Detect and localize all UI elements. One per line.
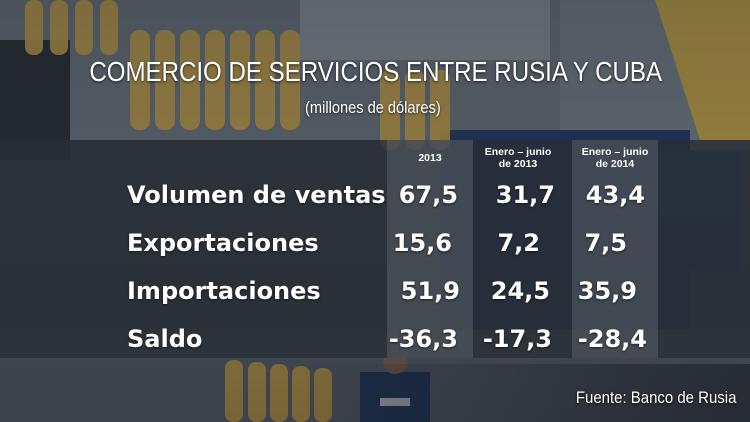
chart-subtitle: (millones de dólares) [305, 98, 441, 117]
chart-title: COMERCIO DE SERVICIOS ENTRE RUSIA Y CUBA [89, 56, 663, 87]
source-note: Fuente: Banco de Rusia [575, 388, 736, 407]
cell-saldo-2013: -36,3 [388, 325, 458, 353]
table-panel [0, 140, 750, 358]
row-label-importaciones: Importaciones [127, 277, 321, 305]
cell-saldo-jan-jun-2013: -17,3 [482, 325, 552, 353]
row-label-volumen-de-ventas: Volumen de ventas [127, 181, 386, 209]
column-header-2013: 2013 [418, 152, 442, 164]
column-header-jan-jun-2014: Enero – junio de 2014 [581, 146, 649, 170]
column-header-jan-jun-2013: Enero – junio de 2013 [484, 146, 552, 170]
cell-importaciones-jan-jun-2013: 24,5 [490, 277, 550, 305]
row-label-exportaciones: Exportaciones [127, 229, 319, 257]
cell-volumen-jan-jun-2014: 43,4 [585, 181, 645, 209]
column-highlight-2014 [572, 140, 658, 358]
cell-saldo-jan-jun-2014: -28,4 [577, 325, 647, 353]
cell-importaciones-2013: 51,9 [400, 277, 460, 305]
cell-exportaciones-2013: 15,6 [392, 229, 452, 257]
cell-exportaciones-jan-jun-2013: 7,2 [497, 229, 540, 257]
cell-importaciones-jan-jun-2014: 35,9 [577, 277, 637, 305]
cell-volumen-jan-jun-2013: 31,7 [495, 181, 555, 209]
column-highlight-2013 [387, 140, 473, 358]
row-label-saldo: Saldo [127, 325, 203, 353]
cell-exportaciones-jan-jun-2014: 7,5 [584, 229, 627, 257]
cell-volumen-2013: 67,5 [398, 181, 458, 209]
footer-shade [0, 364, 750, 422]
